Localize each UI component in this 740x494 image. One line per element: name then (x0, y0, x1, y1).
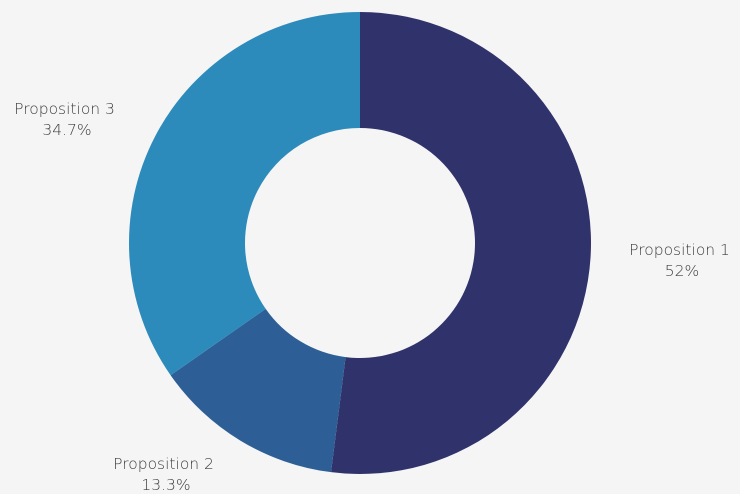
slice-label-proposition-1-value: 52% (665, 262, 699, 280)
slice-proposition-1[interactable] (331, 12, 591, 474)
slice-label-proposition-2-value: 13.3% (141, 476, 190, 494)
slice-proposition-2[interactable] (170, 308, 346, 473)
slice-proposition-3[interactable] (129, 12, 360, 376)
slice-label-proposition-3: Proposition 3 34.7% (14, 100, 120, 139)
slice-label-proposition-3-name: Proposition 3 (14, 100, 115, 118)
slice-label-proposition-2: Proposition 2 13.3% (113, 455, 219, 494)
slice-label-proposition-3-value: 34.7% (42, 121, 91, 139)
slices-group (129, 12, 591, 474)
slice-label-proposition-1: Proposition 1 52% (629, 241, 735, 280)
slice-label-proposition-1-name: Proposition 1 (629, 241, 730, 259)
slice-labels-group: Proposition 1 52% Proposition 2 13.3% Pr… (14, 100, 735, 494)
slice-label-proposition-2-name: Proposition 2 (113, 455, 214, 473)
